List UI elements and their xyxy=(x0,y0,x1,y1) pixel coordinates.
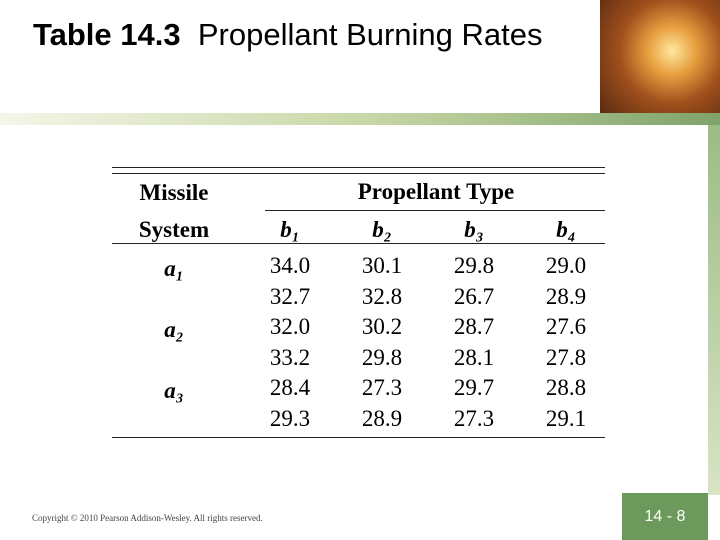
system-label: a₃ xyxy=(164,378,184,404)
rate-value: 28.8 xyxy=(545,375,587,401)
side-band xyxy=(708,125,720,495)
table-rule xyxy=(112,243,605,244)
rate-value: 29.7 xyxy=(453,375,495,401)
rate-value: 27.3 xyxy=(453,406,495,431)
table-rule xyxy=(112,173,605,174)
rate-value: 28.7 xyxy=(453,314,495,340)
title-text: Propellant Burning Rates xyxy=(197,17,543,52)
table-rule xyxy=(112,437,605,438)
column-header: b₂ xyxy=(372,217,392,242)
rate-value: 28.4 xyxy=(269,375,311,401)
top-band xyxy=(0,113,720,125)
rate-value: 33.2 xyxy=(269,344,311,370)
rate-value: 29.1 xyxy=(545,406,587,431)
row-header: Missile System xyxy=(138,180,210,242)
rate-value: 28.9 xyxy=(361,406,403,431)
table-rule xyxy=(265,210,605,211)
rate-value: 28.9 xyxy=(545,283,587,309)
corner-image xyxy=(600,0,720,113)
rate-value: 28.1 xyxy=(453,344,495,370)
rate-value: 32.8 xyxy=(361,283,403,309)
rate-value: 29.8 xyxy=(361,344,403,370)
rate-value: 29.3 xyxy=(269,406,311,431)
page-box xyxy=(622,493,708,540)
column-header: b₃ xyxy=(464,217,484,242)
title-bold: Table 14.3 xyxy=(33,17,181,52)
table-rule xyxy=(112,167,605,168)
column-header: b₄ xyxy=(556,217,576,242)
rate-value: 30.1 xyxy=(361,253,403,278)
group-header: Propellant Type xyxy=(357,179,515,204)
column-header: b₁ xyxy=(280,217,300,242)
rate-value: 27.3 xyxy=(361,375,403,401)
system-label: a₁ xyxy=(164,256,184,281)
rate-value: 32.0 xyxy=(269,314,311,340)
rate-value: 29.8 xyxy=(453,253,495,278)
rate-value: 29.0 xyxy=(545,253,587,278)
rate-value: 26.7 xyxy=(453,283,495,309)
rate-value: 27.8 xyxy=(545,344,587,370)
rate-value: 32.7 xyxy=(269,283,311,309)
copyright: Copyright © 2010 Pearson Addison-Wesley.… xyxy=(32,513,263,523)
rate-value: 27.6 xyxy=(545,314,587,340)
page-number: 14 - 8 xyxy=(644,508,686,525)
system-label: a₂ xyxy=(164,317,184,343)
rate-value: 34.0 xyxy=(269,253,311,278)
title: Table 14.3 Propellant Burning Rates xyxy=(33,14,573,56)
rate-value: 30.2 xyxy=(361,314,403,340)
